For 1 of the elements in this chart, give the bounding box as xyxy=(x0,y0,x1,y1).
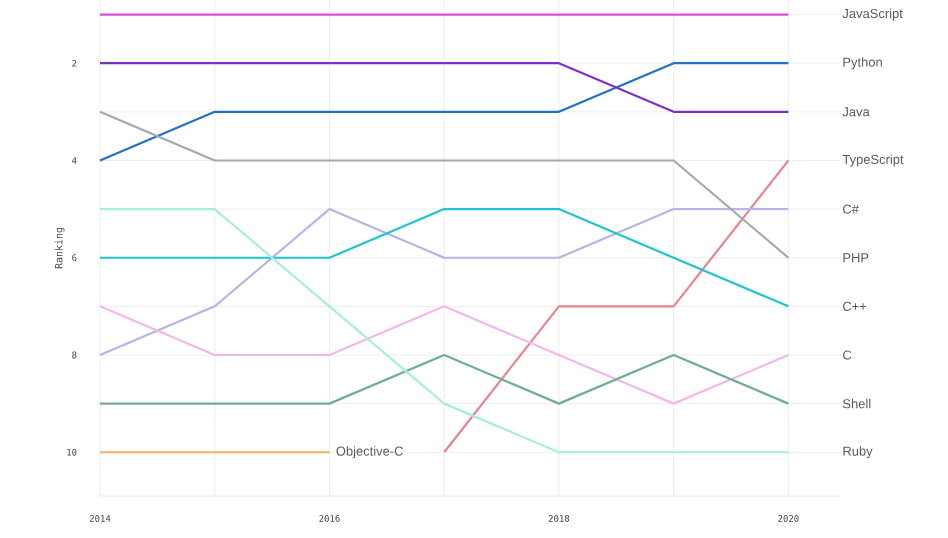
line-series xyxy=(98,208,790,357)
